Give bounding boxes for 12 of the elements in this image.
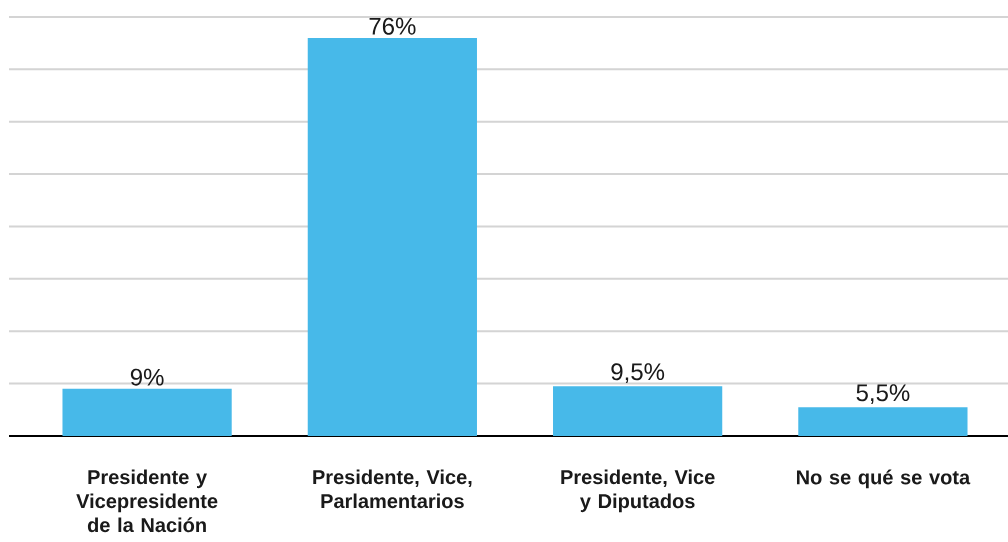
x-tick-label: No se qué se vota (796, 469, 971, 489)
data-label: 76% (369, 17, 416, 35)
data-label: 9% (130, 368, 164, 386)
bar (307, 37, 477, 436)
data-label: 9,5% (611, 363, 665, 384)
bar (553, 386, 723, 436)
data-label: 5,5% (856, 384, 910, 404)
x-tick-label: Presidente y Vicepresidente de la Nación (76, 469, 218, 533)
bar (798, 407, 968, 436)
bar (62, 388, 232, 436)
x-tick-label: Presidente, Vice y Diputados (561, 469, 715, 513)
x-tick-label: Presidente, Vice, Parlamentarios (313, 469, 472, 509)
